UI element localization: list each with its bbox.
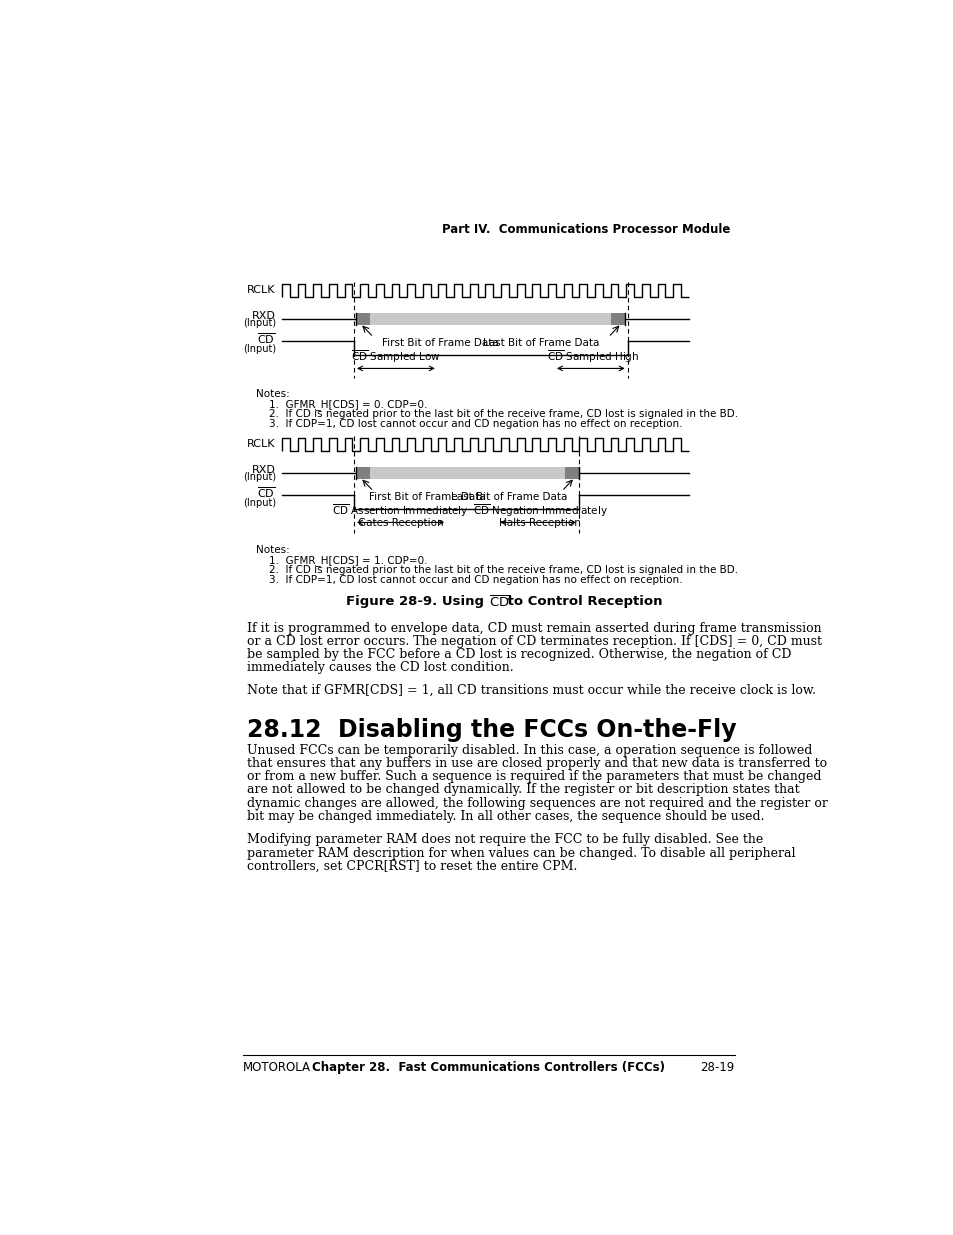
Bar [356,467,370,479]
Text: RXD: RXD [252,311,275,321]
Text: Last Bit of Frame Data: Last Bit of Frame Data [451,493,567,503]
Text: Halts Reception: Halts Reception [498,517,580,527]
Text: or a CD lost error occurs. The negation of CD terminates reception. If [CDS] = 0: or a CD lost error occurs. The negation … [247,635,821,648]
Text: RXD: RXD [252,466,275,475]
Text: Note that if GFMR[CDS] = 1, all CD transitions must occur while the receive cloc: Note that if GFMR[CDS] = 1, all CD trans… [247,683,815,697]
Text: If it is programmed to envelope data, CD must remain asserted during frame trans: If it is programmed to envelope data, CD… [247,621,821,635]
Text: $\overline{\rm CD}$ Assertion Immediately: $\overline{\rm CD}$ Assertion Immediatel… [332,501,468,519]
Text: 3.  If CDP=1, CD lost cannot occur and CD negation has no effect on reception.: 3. If CDP=1, CD lost cannot occur and CD… [256,574,682,585]
Bar [564,467,578,479]
Text: (Input): (Input) [242,317,275,329]
Text: First Bit of Frame Data: First Bit of Frame Data [382,338,498,348]
Text: (Input): (Input) [242,345,275,354]
Text: Part IV.  Communications Processor Module: Part IV. Communications Processor Module [442,222,730,236]
Text: bit may be changed immediately. In all other cases, the sequence should be used.: bit may be changed immediately. In all o… [247,810,763,823]
Text: $\overline{\rm CD}$: $\overline{\rm CD}$ [488,595,510,610]
Bar [356,314,624,325]
Text: controllers, set CPCR[RST] to reset the entire CPM.: controllers, set CPCR[RST] to reset the … [247,860,577,873]
Text: 2.  If CD is negated prior to the last bit of the receive frame, CD lost is sign: 2. If CD is negated prior to the last bi… [256,564,738,574]
Text: $\overline{\rm CD}$: $\overline{\rm CD}$ [257,485,275,500]
Text: 28.12  Disabling the FCCs On-the-Fly: 28.12 Disabling the FCCs On-the-Fly [247,718,736,742]
Text: 3.  If CDP=1, CD lost cannot occur and CD negation has no effect on reception.: 3. If CDP=1, CD lost cannot occur and CD… [256,419,682,430]
Text: 1.  GFMR_H[CDS] = 0. CDP=0.: 1. GFMR_H[CDS] = 0. CDP=0. [256,399,427,410]
Text: dynamic changes are allowed, the following sequences are not required and the re: dynamic changes are allowed, the followi… [247,797,827,809]
Bar [356,467,578,479]
Text: Unused FCCs can be temporarily disabled. In this case, a operation sequence is f: Unused FCCs can be temporarily disabled.… [247,745,812,757]
Text: Notes:: Notes: [256,545,290,555]
Text: (Input): (Input) [242,498,275,508]
Text: be sampled by the FCC before a CD lost is recognized. Otherwise, the negation of: be sampled by the FCC before a CD lost i… [247,648,791,661]
Text: Last Bit of Frame Data: Last Bit of Frame Data [482,338,598,348]
Text: that ensures that any buffers in use are closed properly and that new data is tr: that ensures that any buffers in use are… [247,757,826,771]
Text: (Input): (Input) [242,472,275,482]
Text: Chapter 28.  Fast Communications Controllers (FCCs): Chapter 28. Fast Communications Controll… [312,1061,665,1074]
Text: Notes:: Notes: [256,389,290,399]
Text: $\overline{\rm CD}$: $\overline{\rm CD}$ [257,332,275,347]
Text: $\overline{\rm CD}$ Negation Immediately: $\overline{\rm CD}$ Negation Immediately [472,501,607,519]
Text: 2.  If CD is negated prior to the last bit of the receive frame, CD lost is sign: 2. If CD is negated prior to the last bi… [256,409,738,419]
Text: Figure 28-9. Using: Figure 28-9. Using [346,595,488,608]
Text: RCLK: RCLK [247,285,275,295]
Text: to Control Reception: to Control Reception [502,595,661,608]
Bar [611,314,624,325]
Text: are not allowed to be changed dynamically. If the register or bit description st: are not allowed to be changed dynamicall… [247,783,799,797]
Text: 28-19: 28-19 [700,1061,734,1074]
Text: Gates Reception: Gates Reception [357,517,443,527]
Text: Modifying parameter RAM does not require the FCC to be fully disabled. See the: Modifying parameter RAM does not require… [247,834,762,846]
Text: immediately causes the CD lost condition.: immediately causes the CD lost condition… [247,661,514,674]
Text: $\overline{\rm CD}$ Sampled High: $\overline{\rm CD}$ Sampled High [546,348,639,364]
Text: RCLK: RCLK [247,440,275,450]
Text: First Bit of Frame Data: First Bit of Frame Data [369,493,486,503]
Text: MOTOROLA: MOTOROLA [243,1061,311,1074]
Text: $\overline{\rm CD}$ Sampled Low: $\overline{\rm CD}$ Sampled Low [351,348,440,364]
Bar [356,314,370,325]
Text: or from a new buffer. Such a sequence is required if the parameters that must be: or from a new buffer. Such a sequence is… [247,771,821,783]
Text: parameter RAM description for when values can be changed. To disable all periphe: parameter RAM description for when value… [247,846,795,860]
Text: 1.  GFMR_H[CDS] = 1. CDP=0.: 1. GFMR_H[CDS] = 1. CDP=0. [256,555,428,566]
